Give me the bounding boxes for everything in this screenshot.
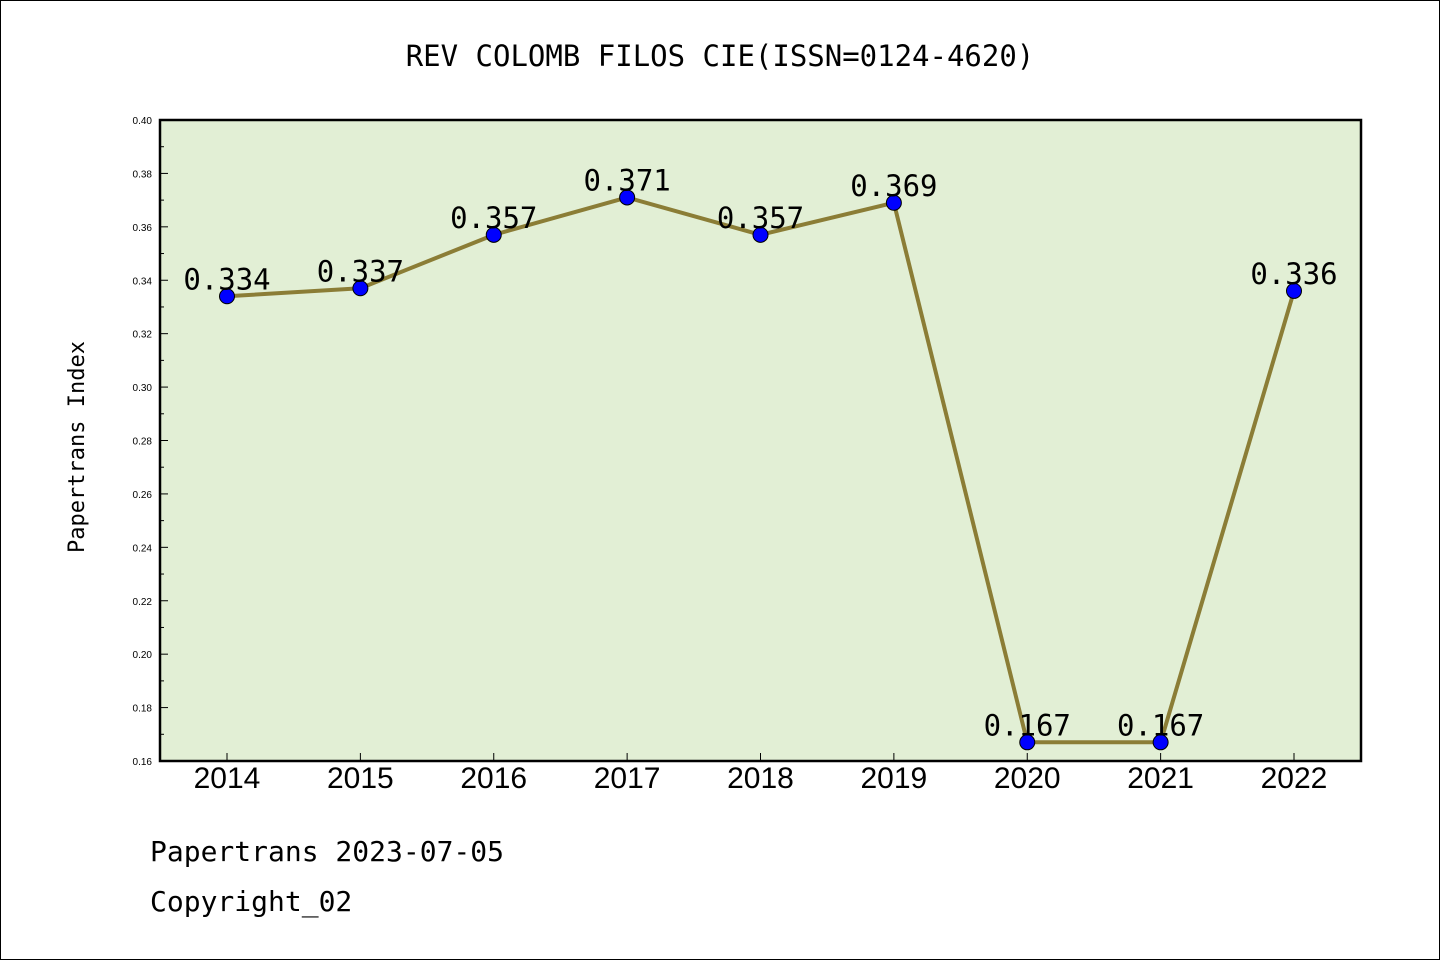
- y-tick-label: 0.22: [133, 597, 153, 608]
- data-label: 0.336: [1250, 257, 1337, 291]
- x-tick-label: 2021: [1127, 762, 1194, 795]
- data-label: 0.357: [450, 201, 537, 235]
- plot-border: [158, 118, 1363, 763]
- y-tick-label: 0.20: [133, 650, 153, 661]
- data-label: 0.167: [1117, 708, 1204, 742]
- y-tick-label: 0.38: [133, 169, 153, 180]
- y-tick-label: 0.28: [133, 437, 153, 448]
- data-label: 0.371: [583, 163, 670, 197]
- y-tick-label: 0.24: [133, 543, 153, 554]
- data-label: 0.369: [850, 169, 937, 203]
- x-tick-label: 2020: [994, 762, 1061, 795]
- x-tick-label: 2019: [861, 762, 928, 795]
- x-tick-label: 2015: [327, 762, 394, 795]
- y-tick-label: 0.34: [133, 276, 153, 287]
- data-point: [352, 280, 369, 297]
- data-point: [485, 226, 502, 243]
- x-tick-label: 2017: [594, 762, 661, 795]
- data-point: [885, 194, 902, 211]
- y-tick-label: 0.18: [133, 704, 153, 715]
- footer-copyright: Copyright_02: [150, 885, 353, 918]
- y-tick-label: 0.32: [133, 330, 153, 341]
- data-point: [1286, 282, 1302, 299]
- data-labels: 0.334 0.337 0.357 0.371 0.357 0.369 0.167 0.167…: [183, 163, 1337, 742]
- x-tick-label: 2022: [1261, 762, 1328, 795]
- data-point: [219, 288, 235, 305]
- y-tick-label: 0.40: [133, 116, 153, 127]
- plot-area: [160, 120, 1361, 761]
- footer-date: Papertrans 2023-07-05: [150, 835, 505, 868]
- data-label: 0.167: [984, 708, 1071, 742]
- y-axis-label: Papertrans Index: [65, 341, 90, 553]
- data-label: 0.337: [317, 254, 404, 288]
- x-axis-ticks: 2014 2015 2016 2017 2018 2019 2020 2021 2022: [194, 753, 1328, 795]
- y-tick-label: 0.26: [133, 490, 153, 501]
- data-point: [752, 226, 769, 243]
- data-label: 0.334: [183, 262, 270, 296]
- x-tick-label: 2018: [727, 762, 794, 795]
- data-point: [619, 189, 636, 206]
- y-tick-label: 0.30: [133, 383, 153, 394]
- x-tick-label: 2014: [194, 762, 261, 795]
- y-tick-label: 0.16: [133, 757, 153, 768]
- data-points: [219, 189, 1302, 751]
- data-point: [1019, 734, 1036, 751]
- chart-title: REV COLOMB FILOS CIE(ISSN=0124-4620): [406, 39, 1035, 73]
- data-label: 0.357: [717, 201, 804, 235]
- data-point: [1152, 734, 1169, 751]
- y-tick-label: 0.36: [133, 223, 153, 234]
- x-tick-label: 2016: [460, 762, 527, 795]
